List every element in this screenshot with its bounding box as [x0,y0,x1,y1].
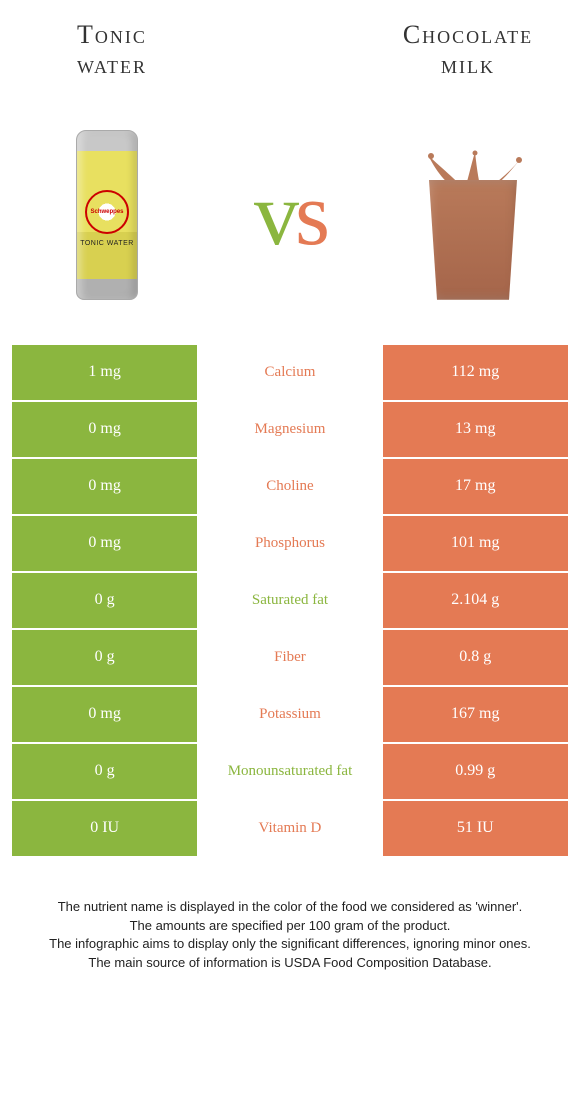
nutrient-label: Saturated fat [197,573,382,628]
nutrient-label: Phosphorus [197,516,382,571]
footer-line1: The nutrient name is displayed in the co… [18,898,562,917]
left-title-line1: Tonic [77,20,147,49]
left-value: 1 mg [12,345,197,400]
right-value: 17 mg [383,459,568,514]
nutrient-label: Calcium [197,345,382,400]
vs-s: s [295,165,326,264]
right-image [398,120,548,310]
right-value: 0.8 g [383,630,568,685]
right-value: 2.104 g [383,573,568,628]
table-row: 0 mgPhosphorus101 mg [12,516,568,573]
left-title-line2: water [77,50,147,79]
tonic-can-icon: Schweppes TONIC WATER [76,130,138,300]
right-value: 0.99 g [383,744,568,799]
nutrient-label: Magnesium [197,402,382,457]
left-image: Schweppes TONIC WATER [32,120,182,310]
can-brand: Schweppes [85,190,129,234]
table-row: 1 mgCalcium112 mg [12,345,568,402]
right-title-line2: milk [441,50,495,79]
right-value: 167 mg [383,687,568,742]
left-value: 0 mg [12,459,197,514]
vs-label: vs [254,163,326,266]
footer-line4: The main source of information is USDA F… [18,954,562,973]
nutrient-label: Vitamin D [197,801,382,856]
left-value: 0 mg [12,516,197,571]
comparison-table: 1 mgCalcium112 mg0 mgMagnesium13 mg0 mgC… [12,345,568,858]
nutrient-label: Fiber [197,630,382,685]
images-row: Schweppes TONIC WATER vs [12,120,568,310]
header: Tonic water Chocolate milk [12,20,568,80]
nutrient-label: Monounsaturated fat [197,744,382,799]
table-row: 0 gFiber0.8 g [12,630,568,687]
footer-notes: The nutrient name is displayed in the co… [12,898,568,973]
left-value: 0 g [12,573,197,628]
footer-line3: The infographic aims to display only the… [18,935,562,954]
left-value: 0 mg [12,687,197,742]
left-value: 0 g [12,744,197,799]
footer-line2: The amounts are specified per 100 gram o… [18,917,562,936]
right-value: 112 mg [383,345,568,400]
chocolate-milk-icon [398,130,548,300]
left-value: 0 mg [12,402,197,457]
table-row: 0 mgMagnesium13 mg [12,402,568,459]
table-row: 0 gSaturated fat2.104 g [12,573,568,630]
right-value: 13 mg [383,402,568,457]
table-row: 0 mgCholine17 mg [12,459,568,516]
right-value: 51 IU [383,801,568,856]
nutrient-label: Choline [197,459,382,514]
can-label: TONIC WATER [80,240,134,247]
table-row: 0 mgPotassium167 mg [12,687,568,744]
right-title: Chocolate milk [368,20,568,80]
left-title: Tonic water [12,20,212,80]
vs-v: v [254,165,295,264]
table-row: 0 gMonounsaturated fat0.99 g [12,744,568,801]
nutrient-label: Potassium [197,687,382,742]
right-title-line1: Chocolate [403,20,533,49]
right-value: 101 mg [383,516,568,571]
table-row: 0 IUVitamin D51 IU [12,801,568,858]
left-value: 0 g [12,630,197,685]
left-value: 0 IU [12,801,197,856]
